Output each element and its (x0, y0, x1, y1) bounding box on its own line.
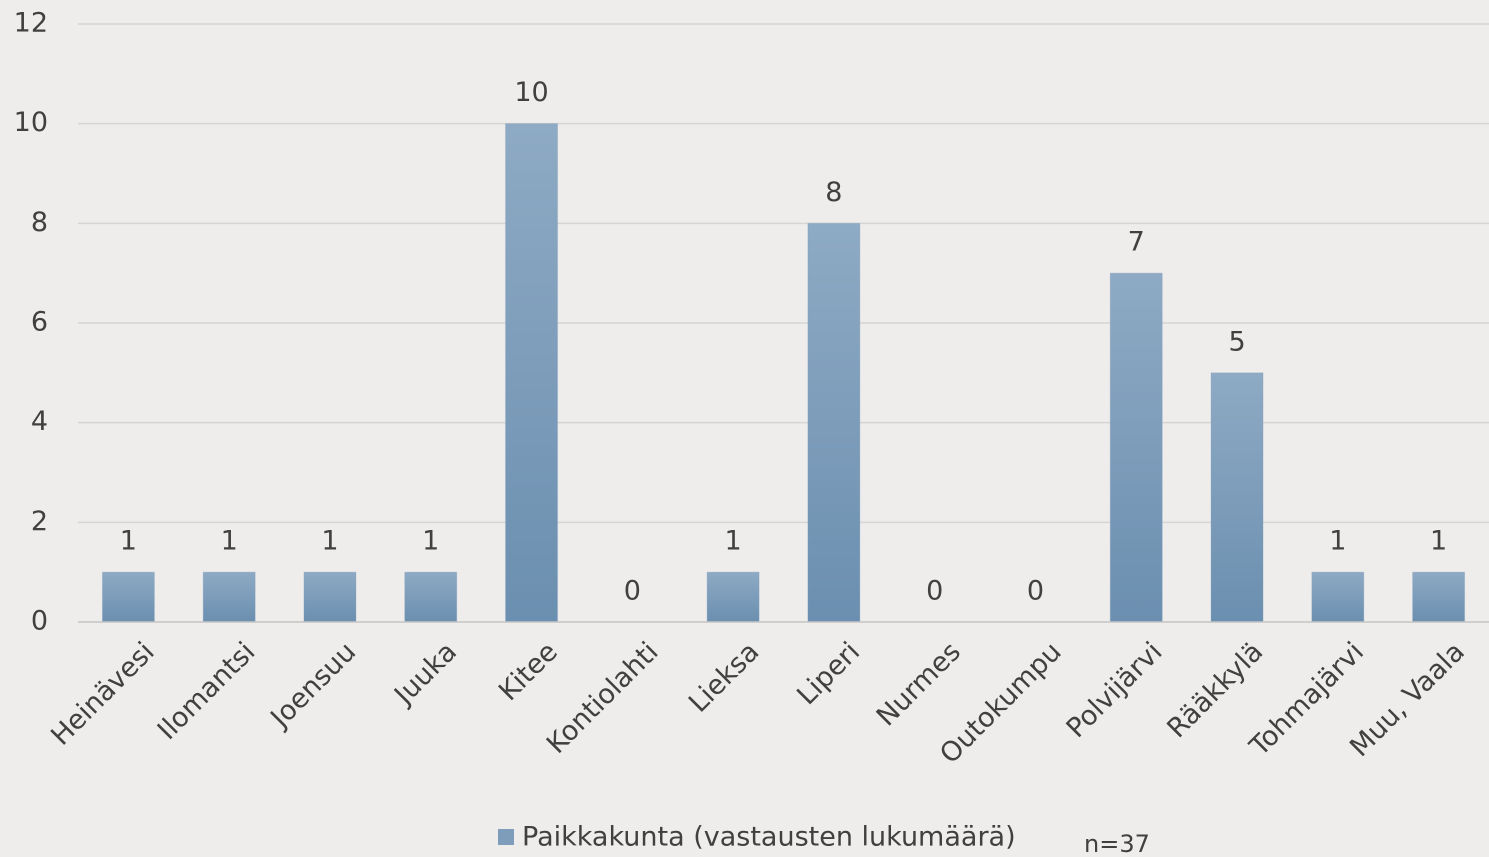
x-tick-label: Rääkkylä (1161, 636, 1269, 744)
x-tick-label: Juuka (387, 636, 463, 712)
x-tick-label: Nurmes (871, 636, 967, 732)
y-tick-label: 4 (31, 406, 48, 437)
bar (505, 123, 559, 623)
bar (303, 571, 357, 623)
data-label: 1 (321, 526, 338, 557)
y-tick-label: 10 (14, 107, 48, 138)
legend-label: Paikkakunta (vastausten lukumäärä) (522, 822, 1016, 853)
x-tick-label: Ilomantsi (152, 636, 262, 746)
data-label: 5 (1228, 326, 1245, 357)
data-label: 1 (422, 526, 439, 557)
data-label: 7 (1128, 227, 1145, 258)
data-label: 0 (1027, 576, 1044, 607)
bar (1210, 372, 1264, 623)
bar (1412, 571, 1466, 623)
y-tick-label: 2 (31, 506, 48, 537)
data-label: 1 (120, 526, 137, 557)
bar (807, 222, 861, 623)
bar (202, 571, 256, 623)
data-label: 1 (725, 526, 742, 557)
data-label: 1 (1430, 526, 1447, 557)
data-label: 1 (221, 526, 238, 557)
x-tick-label: Heinävesi (45, 636, 160, 751)
data-label: 0 (624, 576, 641, 607)
x-tick-label: Kitee (493, 636, 564, 707)
y-tick-label: 12 (14, 8, 48, 39)
bar (1311, 571, 1365, 623)
bar (101, 571, 155, 623)
bar (404, 571, 458, 623)
bar (706, 571, 760, 623)
x-tick-label: Liperi (791, 636, 866, 711)
annotation: n=37 (1084, 830, 1150, 857)
data-label: 10 (514, 77, 548, 108)
x-tick-label: Joensuu (264, 636, 363, 735)
y-tick-label: 8 (31, 207, 48, 238)
x-tick-label: Lieksa (683, 636, 765, 718)
legend-swatch (498, 829, 514, 845)
data-label: 1 (1329, 526, 1346, 557)
y-tick-label: 6 (31, 307, 48, 338)
y-tick-label: 0 (31, 606, 48, 637)
data-label: 0 (926, 576, 943, 607)
data-label: 8 (825, 177, 842, 208)
bar (1109, 272, 1163, 623)
x-tick-label: Polvijärvi (1061, 636, 1169, 744)
